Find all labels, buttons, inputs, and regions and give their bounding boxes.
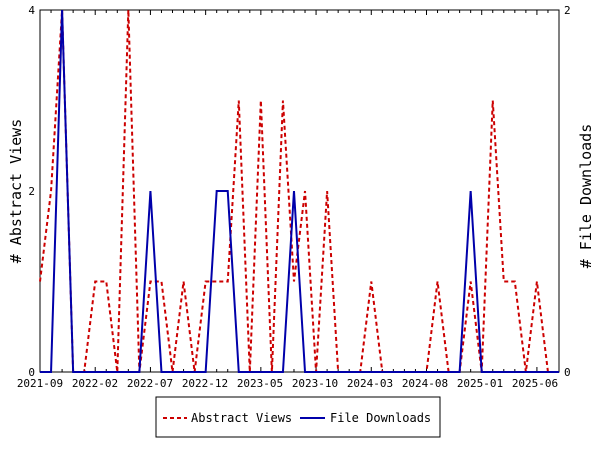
y-right-axis-title: # File Downloads (577, 124, 595, 269)
plot-frame (39, 9, 560, 373)
y-axis-left: 0 2 4 # Abstract Views (7, 4, 35, 379)
legend: Abstract Views File Downloads (155, 396, 441, 438)
series-line-file-downloads (40, 9, 559, 373)
x-tick-label: 2024-08 (402, 377, 448, 390)
y-axis-right: 0 2 # File Downloads (564, 4, 595, 379)
y-right-tick-label: 2 (564, 4, 571, 17)
x-tick-label: 2021-09 (17, 377, 63, 390)
y-right-tick-label: 0 (564, 366, 571, 379)
legend-label-file-downloads: File Downloads (330, 411, 431, 425)
series-line-abstract-views (39, 9, 559, 373)
y-left-axis-title: # Abstract Views (7, 119, 25, 264)
x-tick-label: 2023-05 (237, 377, 283, 390)
x-tick-label: 2025-01 (457, 377, 503, 390)
legend-box (155, 396, 441, 438)
x-tick-label: 2022-12 (182, 377, 228, 390)
y-left-tick-label: 2 (28, 185, 35, 198)
legend-label-abstract-views: Abstract Views (191, 411, 292, 425)
x-axis: 2021-09 2022-02 2022-07 2022-12 2023-05 … (17, 377, 558, 390)
x-tick-label: 2025-06 (512, 377, 558, 390)
y-left-tick-label: 0 (28, 366, 35, 379)
x-tick-label: 2022-07 (127, 377, 173, 390)
x-tick-label: 2023-10 (292, 377, 338, 390)
series-layer (39, 9, 559, 373)
plot-area (39, 9, 560, 373)
x-tick-label: 2022-02 (72, 377, 118, 390)
x-tick-label: 2024-03 (347, 377, 393, 390)
y-left-tick-label: 4 (28, 4, 35, 17)
